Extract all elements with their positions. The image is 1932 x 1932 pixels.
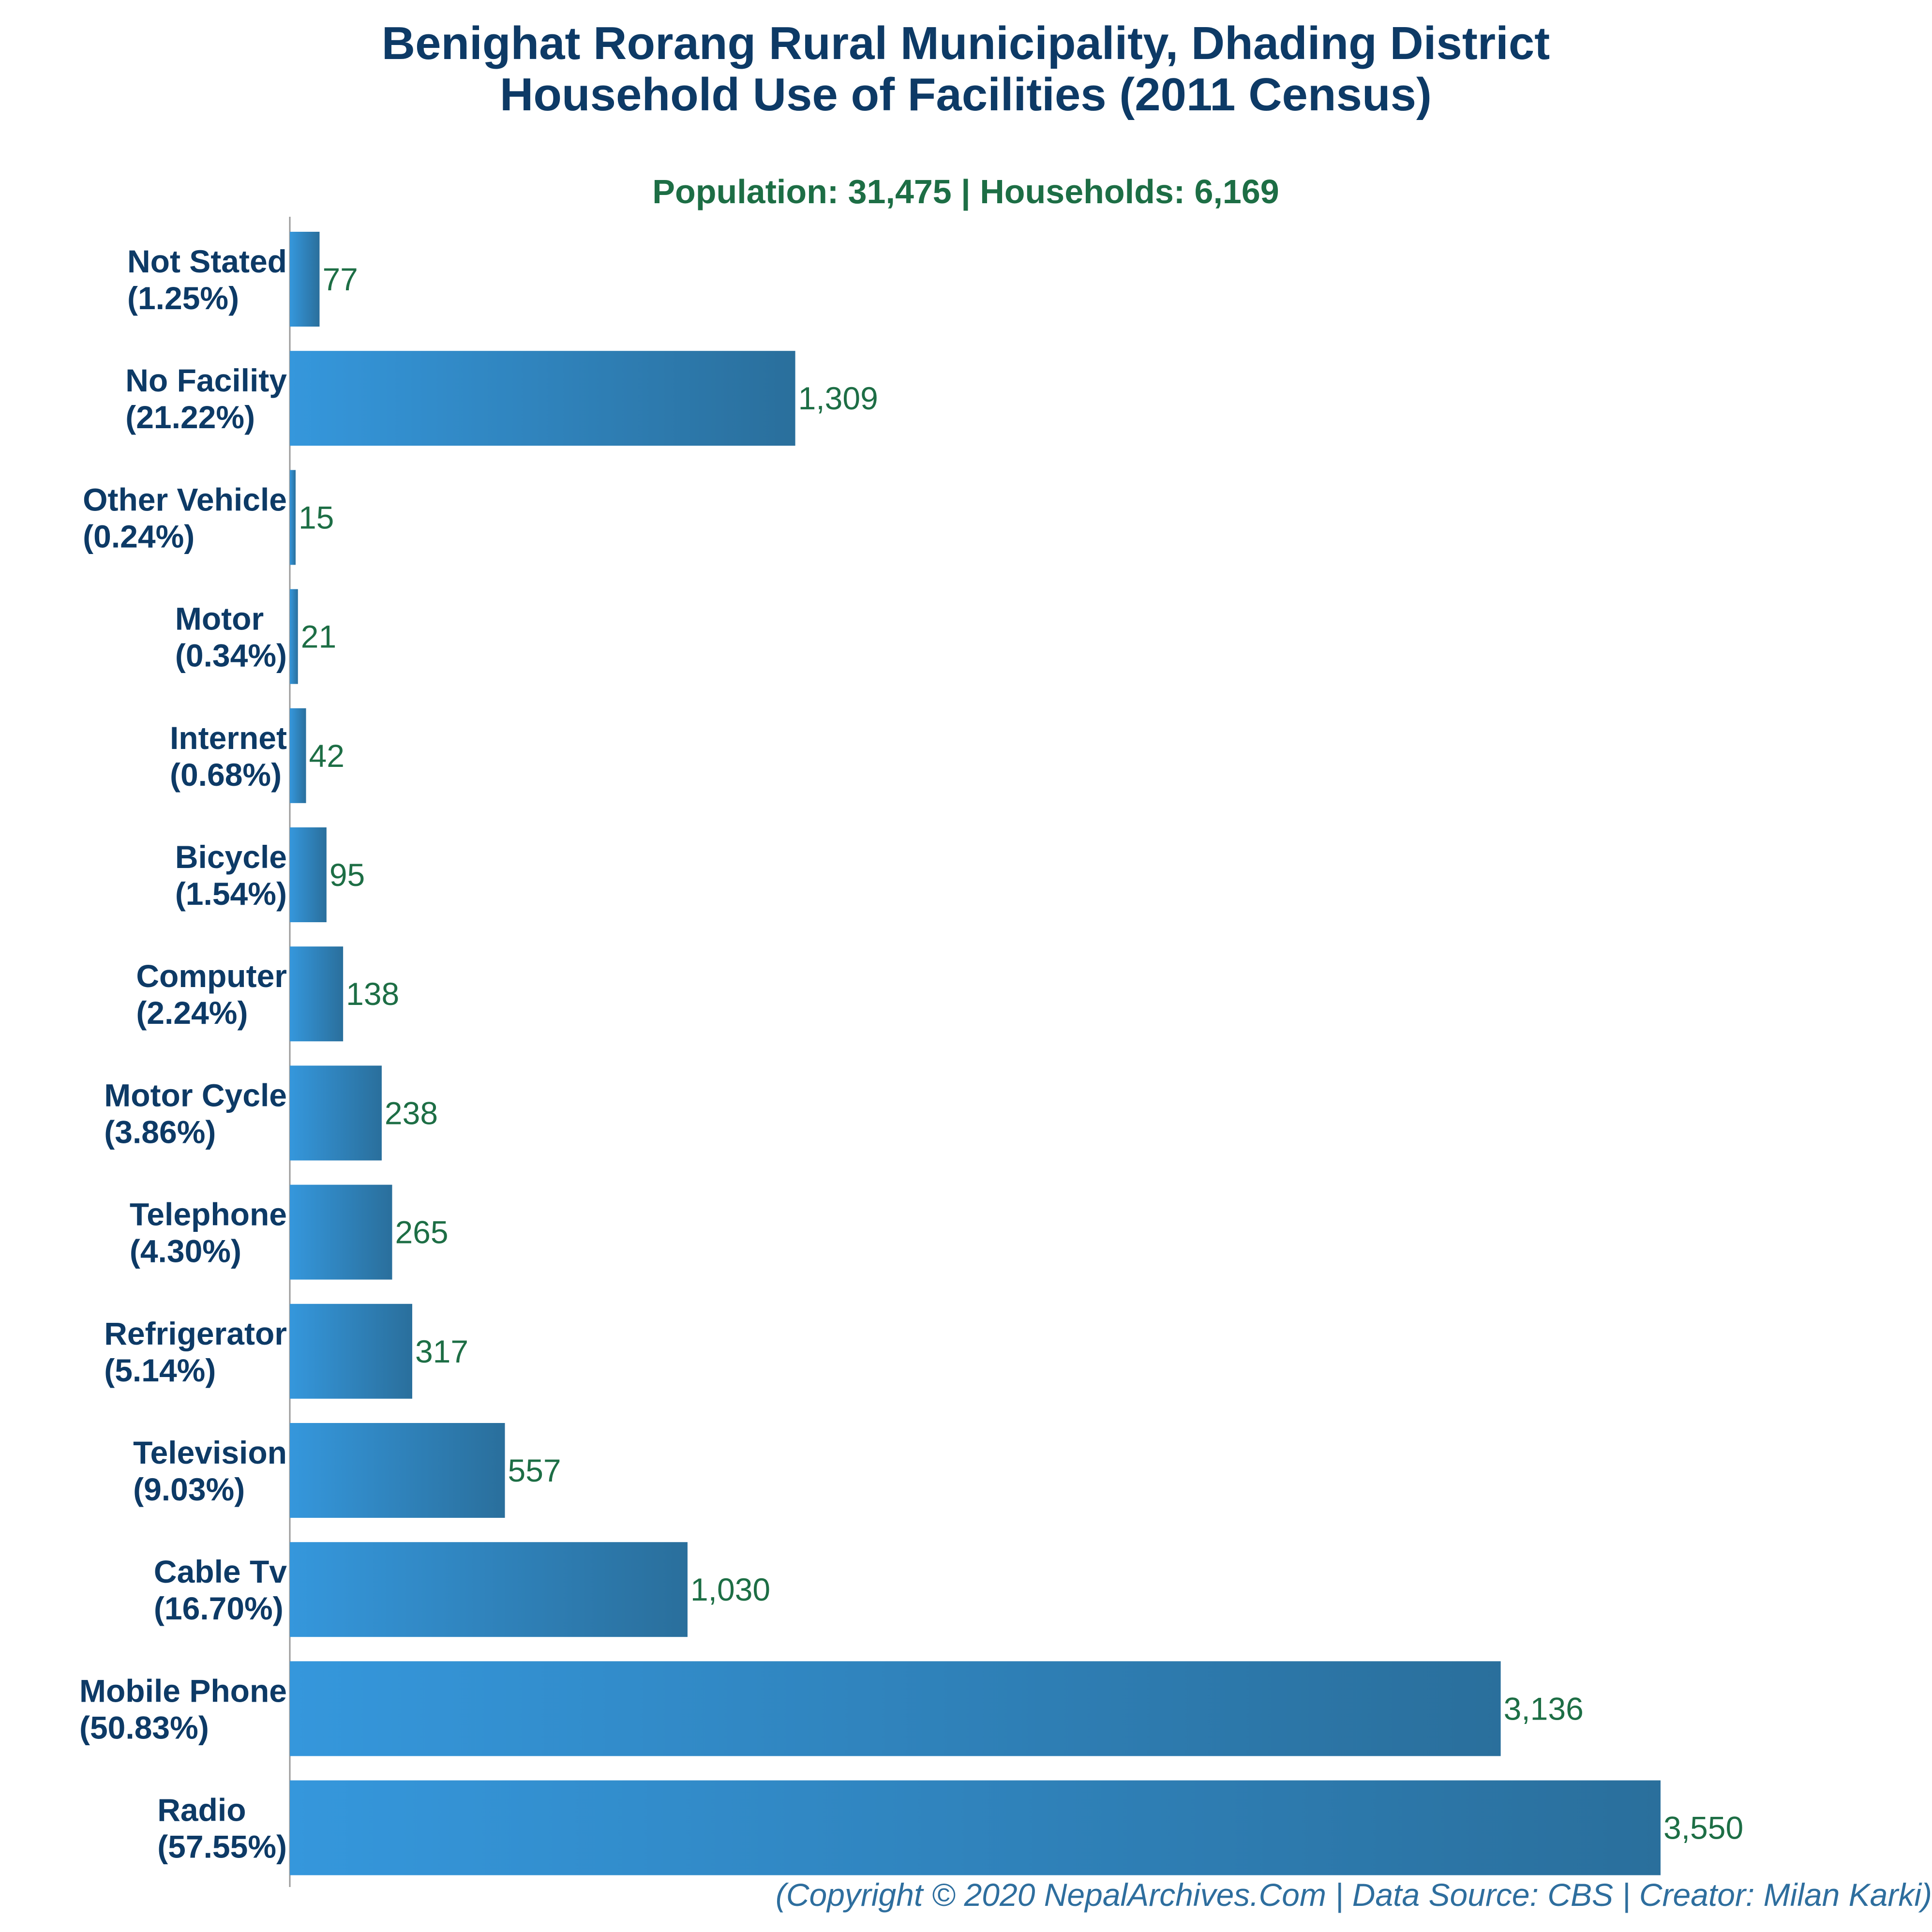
category-label-motor: Motor (0.34%) bbox=[175, 601, 287, 674]
category-name-computer: Computer bbox=[136, 958, 287, 994]
category-name-not-stated: Not Stated bbox=[127, 243, 287, 279]
value-label-television: 557 bbox=[508, 1453, 561, 1488]
bar-refrigerator bbox=[290, 1303, 412, 1399]
category-label-motor-cycle: Motor Cycle (3.86%) bbox=[104, 1077, 287, 1150]
category-pct-television: (9.03%) bbox=[133, 1471, 245, 1507]
chart-title-line-2: Household Use of Facilities (2011 Census… bbox=[500, 69, 1432, 120]
bar-other-vehicle bbox=[290, 470, 296, 565]
value-label-motor: 21 bbox=[301, 619, 336, 655]
category-pct-mobile-phone: (50.83%) bbox=[79, 1709, 209, 1745]
category-pct-bicycle: (1.54%) bbox=[175, 876, 287, 912]
category-label-internet: Internet (0.68%) bbox=[170, 720, 287, 793]
bar-telephone bbox=[290, 1184, 392, 1280]
value-label-telephone: 265 bbox=[395, 1214, 448, 1250]
bar-mobile-phone bbox=[290, 1661, 1501, 1756]
category-name-television: Television bbox=[133, 1435, 287, 1470]
category-label-other-vehicle: Other Vehicle (0.24%) bbox=[83, 481, 287, 554]
value-label-mobile-phone: 3,136 bbox=[1504, 1691, 1584, 1726]
value-label-radio: 3,550 bbox=[1663, 1810, 1743, 1846]
value-label-cable-tv: 1,030 bbox=[690, 1572, 770, 1607]
category-name-telephone: Telephone bbox=[130, 1197, 287, 1232]
category-name-mobile-phone: Mobile Phone bbox=[79, 1673, 287, 1708]
bar-not-stated bbox=[290, 232, 320, 327]
bar-internet bbox=[290, 708, 306, 803]
category-name-no-facility: No Facility bbox=[125, 362, 287, 398]
value-label-bicycle: 95 bbox=[329, 857, 365, 893]
bar-television bbox=[290, 1423, 505, 1518]
value-label-other-vehicle: 15 bbox=[299, 499, 334, 535]
category-label-not-stated: Not Stated (1.25%) bbox=[127, 243, 287, 316]
category-pct-no-facility: (21.22%) bbox=[125, 399, 255, 435]
category-pct-other-vehicle: (0.24%) bbox=[83, 518, 195, 554]
category-name-cable-tv: Cable Tv bbox=[154, 1554, 287, 1589]
category-pct-motor-cycle: (3.86%) bbox=[104, 1114, 216, 1150]
value-label-computer: 138 bbox=[346, 976, 399, 1012]
bar-cable-tv bbox=[290, 1542, 688, 1637]
category-name-bicycle: Bicycle bbox=[175, 839, 287, 875]
category-name-radio: Radio bbox=[157, 1792, 246, 1828]
bar-computer bbox=[290, 946, 344, 1042]
category-label-computer: Computer (2.24%) bbox=[136, 958, 287, 1031]
category-pct-computer: (2.24%) bbox=[136, 995, 248, 1031]
bar-no-facility bbox=[290, 351, 795, 446]
category-name-other-vehicle: Other Vehicle bbox=[83, 481, 287, 517]
category-label-refrigerator: Refrigerator (5.14%) bbox=[104, 1316, 287, 1388]
value-label-internet: 42 bbox=[309, 738, 344, 774]
bar-motor-cycle bbox=[290, 1065, 382, 1161]
category-name-internet: Internet bbox=[170, 720, 287, 756]
category-pct-cable-tv: (16.70%) bbox=[154, 1590, 284, 1626]
bar-motor bbox=[290, 589, 298, 684]
value-label-refrigerator: 317 bbox=[415, 1333, 468, 1369]
category-label-no-facility: No Facility (21.22%) bbox=[125, 362, 287, 435]
value-label-motor-cycle: 238 bbox=[385, 1095, 438, 1131]
category-label-bicycle: Bicycle (1.54%) bbox=[175, 839, 287, 912]
footer-credit: (Copyright © 2020 NepalArchives.Com | Da… bbox=[776, 1877, 1932, 1914]
category-label-television: Television (9.03%) bbox=[133, 1435, 287, 1507]
bars-group bbox=[290, 232, 1661, 1875]
category-label-cable-tv: Cable Tv (16.70%) bbox=[154, 1554, 287, 1626]
category-pct-motor: (0.34%) bbox=[175, 638, 287, 674]
category-name-motor: Motor bbox=[175, 601, 264, 637]
category-label-telephone: Telephone (4.30%) bbox=[130, 1197, 287, 1269]
category-pct-radio: (57.55%) bbox=[157, 1829, 287, 1865]
value-label-not-stated: 77 bbox=[322, 261, 358, 297]
chart-subtitle: Population: 31,475 | Households: 6,169 bbox=[652, 173, 1279, 211]
category-pct-not-stated: (1.25%) bbox=[127, 280, 239, 316]
category-pct-refrigerator: (5.14%) bbox=[104, 1352, 216, 1388]
value-labels-group: 77 1,309 15 21 42 95 138 238 265 317 557 1,030 3,136… bbox=[299, 261, 1743, 1846]
category-pct-internet: (0.68%) bbox=[170, 757, 282, 793]
category-pct-telephone: (4.30%) bbox=[130, 1233, 241, 1269]
category-label-radio: Radio (57.55%) bbox=[157, 1792, 287, 1865]
chart-title-line-1: Benighat Rorang Rural Municipality, Dhad… bbox=[382, 17, 1550, 69]
category-name-refrigerator: Refrigerator bbox=[104, 1316, 287, 1351]
bar-radio bbox=[290, 1780, 1661, 1875]
category-name-motor-cycle: Motor Cycle bbox=[104, 1077, 287, 1113]
bar-bicycle bbox=[290, 827, 327, 922]
category-labels-group: Not Stated (1.25%) No Facility (21.22%) Othe… bbox=[79, 243, 287, 1865]
category-label-mobile-phone: Mobile Phone (50.83%) bbox=[79, 1673, 287, 1745]
value-label-no-facility: 1,309 bbox=[798, 380, 878, 416]
